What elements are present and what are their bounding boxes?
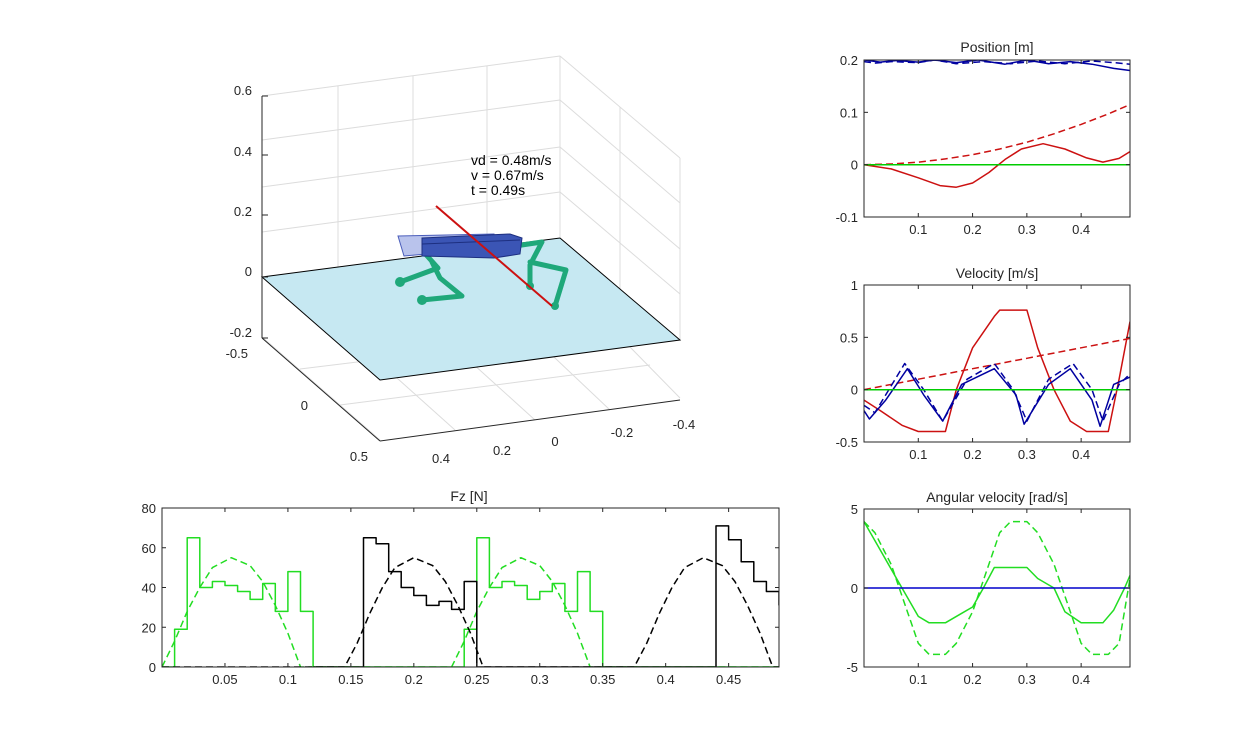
leg-rear-right: [419, 259, 465, 303]
velocity-y-tick-label: 0.5: [840, 330, 858, 345]
annotation-vd: vd = 0.48m/s: [471, 152, 552, 168]
position-x-tick-label: 0.4: [1072, 222, 1090, 237]
velocity-axes-box: [863, 284, 1131, 443]
leg-front-right: [527, 259, 569, 309]
x-axis-line: [379, 399, 681, 442]
fz-series: [162, 525, 779, 667]
velocity-line-vz-desired: [864, 362, 1130, 422]
z-tick-label: 0.6: [234, 83, 252, 98]
z-tick-label: 0.2: [234, 204, 252, 219]
fz-line-leg-pair-2-desired: [162, 556, 779, 667]
angvel-x-tick-label: 0.1: [909, 672, 927, 687]
position-plot: Position [m] 0.1 0.2 0.3 0.4 -0.1 0 0.1 0.2: [836, 39, 1131, 237]
angvel-x-tick-label: 0.2: [964, 672, 982, 687]
x-tick-label: 0: [551, 434, 558, 449]
fz-y-tick-label: 40: [142, 581, 156, 596]
x-tick-label: 0.2: [493, 443, 511, 458]
fz-y-tick-label: 0: [149, 660, 156, 675]
robot-feet: [395, 277, 559, 310]
velocity-x-tick-label: 0.4: [1072, 447, 1090, 462]
annotation-v: v = 0.67m/s: [471, 167, 544, 183]
velocity-title: Velocity [m/s]: [956, 265, 1038, 281]
velocity-plot: Velocity [m/s] 0.1 0.2 0.3 0.4 -0.5 0 0.5 1: [836, 265, 1131, 462]
angvel-y-tick-label: 0: [851, 581, 858, 596]
y-tick-label: -0.5: [226, 346, 248, 361]
angvel-line-wy-desired: [864, 520, 1130, 656]
foot-1: [395, 277, 405, 287]
fz-x-tick-label: 0.05: [212, 672, 237, 687]
fz-x-tick-label: 0.25: [464, 672, 489, 687]
foot-4: [551, 302, 559, 310]
position-line-z: [864, 60, 1130, 72]
velocity-x-tick-label: 0.3: [1018, 447, 1036, 462]
position-axes-box: [863, 59, 1131, 218]
velocity-y-tick-label: -0.5: [836, 435, 858, 450]
z-tick-label: 0: [245, 264, 252, 279]
position-x-tick-label: 0.1: [909, 222, 927, 237]
fz-plot: Fz [N] 0.05 0.1 0.15 0.2 0.25 0.3 0.35 0.4 0.45 0…: [142, 488, 780, 687]
velocity-line-vz: [864, 367, 1130, 428]
velocity-series: [864, 309, 1130, 433]
leg-front-left: [512, 239, 545, 289]
fz-x-tick-label: 0.3: [531, 672, 549, 687]
angvel-x-tick-label: 0.3: [1018, 672, 1036, 687]
velocity-y-tick-label: 0: [851, 383, 858, 398]
position-y-tick-label: -0.1: [836, 210, 858, 225]
foot-2: [417, 295, 427, 305]
position-title: Position [m]: [960, 39, 1033, 55]
y-axis-line: [261, 337, 381, 442]
fz-x-tick-label: 0.4: [657, 672, 675, 687]
velocity-y-tick-label: 1: [851, 278, 858, 293]
fz-x-tick-label: 0.1: [279, 672, 297, 687]
angvel-series: [864, 520, 1130, 656]
z-tick-label: -0.2: [230, 325, 252, 340]
angvel-y-tick-label: 5: [851, 502, 858, 517]
position-x-tick-label: 0.2: [964, 222, 982, 237]
position-y-tick-label: 0: [851, 158, 858, 173]
fz-line-leg-pair-1: [162, 537, 779, 667]
y-tick-label: 0.5: [350, 449, 368, 464]
angvel-line-wy: [864, 521, 1130, 624]
fz-x-tick-label: 0.45: [716, 672, 741, 687]
back-wall-grid: [559, 55, 681, 340]
fz-line-leg-pair-1-desired: [162, 556, 779, 667]
velocity-line: [435, 205, 553, 307]
x-tick-label: -0.4: [673, 417, 695, 432]
position-y-tick-label: 0.2: [840, 53, 858, 68]
velocity-x-tick-label: 0.2: [964, 447, 982, 462]
fz-x-tick-label: 0.15: [338, 672, 363, 687]
y-tick-label: 0: [301, 398, 308, 413]
position-series: [864, 60, 1130, 188]
fz-y-tick-label: 20: [142, 620, 156, 635]
fz-x-tick-label: 0.35: [590, 672, 615, 687]
angular-velocity-title: Angular velocity [rad/s]: [926, 489, 1068, 505]
x-tick-label: 0.4: [432, 451, 450, 466]
position-y-tick-label: 0.1: [840, 105, 858, 120]
fz-y-tick-label: 60: [142, 541, 156, 556]
velocity-x-tick-label: 0.1: [909, 447, 927, 462]
velocity-line-vx: [864, 309, 1130, 433]
fz-title: Fz [N]: [450, 488, 487, 504]
fz-x-tick-label: 0.2: [405, 672, 423, 687]
robot-body: [397, 233, 523, 259]
fz-y-tick-label: 80: [142, 501, 156, 516]
angvel-x-tick-label: 0.4: [1072, 672, 1090, 687]
position-line-x: [864, 142, 1130, 188]
angvel-y-tick-label: -5: [846, 660, 858, 675]
position-line-x-desired: [864, 103, 1130, 166]
position-x-tick-label: 0.3: [1018, 222, 1036, 237]
velocity-line-vx-desired: [864, 337, 1130, 391]
scene-3d: vd = 0.48m/s v = 0.67m/s t = 0.49s 0.6 0…: [226, 55, 695, 466]
angular-velocity-plot: Angular velocity [rad/s] 0.1 0.2 0.3 0.4 -5 0…: [846, 489, 1131, 687]
fz-line-leg-pair-2: [313, 525, 779, 667]
x-tick-label: -0.2: [611, 425, 633, 440]
z-tick-label: 0.4: [234, 144, 252, 159]
annotation-t: t = 0.49s: [471, 182, 525, 198]
body-box: [421, 233, 523, 259]
fz-axes-box: [161, 507, 780, 668]
